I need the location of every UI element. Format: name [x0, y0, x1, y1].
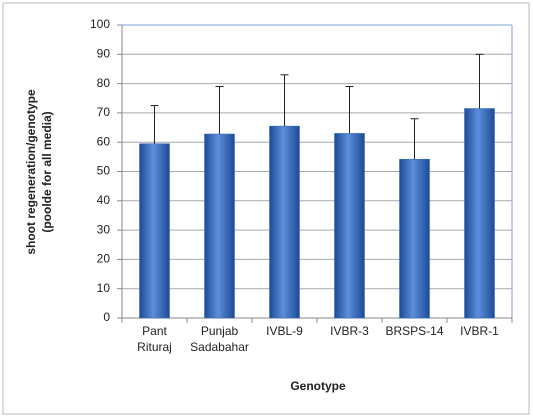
bar — [139, 143, 170, 319]
y-tick-label: 80 — [97, 76, 111, 90]
x-tick-label: Punjab Sadabahar — [190, 324, 249, 354]
chart-frame — [2, 2, 530, 415]
bar — [399, 158, 430, 319]
y-tick-label: 10 — [97, 281, 111, 295]
y-axis-label-line: (poolde for all media) — [40, 111, 54, 232]
bar — [204, 133, 235, 319]
y-tick-label: 20 — [97, 252, 111, 266]
y-tick-label: 40 — [97, 193, 111, 207]
y-tick-label: 100 — [90, 17, 110, 31]
y-tick-label: 70 — [97, 105, 111, 119]
x-tick-label: Pant Rituraj — [137, 324, 172, 354]
x-tick-label: IVBR-3 — [330, 324, 369, 338]
y-tick-label: 50 — [97, 164, 111, 178]
x-tick-label: IVBL-9 — [266, 324, 303, 338]
y-tick-label: 0 — [103, 310, 110, 324]
y-tick-label: 60 — [97, 134, 111, 148]
y-axis-label: shoot regeneration/genotype (poolde for … — [24, 89, 54, 255]
y-tick-label: 90 — [97, 46, 111, 60]
y-axis-label-line: shoot regeneration/genotype — [24, 89, 38, 255]
x-axis-label: Genotype — [290, 379, 346, 393]
bar — [269, 125, 300, 319]
x-tick-label: BRSPS-14 — [385, 324, 443, 338]
y-tick-label: 30 — [97, 222, 111, 236]
bar — [334, 133, 365, 319]
x-tick-label: IVBR-1 — [460, 324, 499, 338]
bar — [464, 108, 495, 319]
